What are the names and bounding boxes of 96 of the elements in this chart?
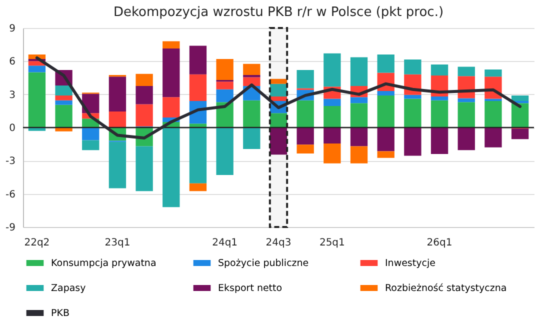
legend-label: Spożycie publiczne	[218, 258, 309, 269]
bar	[270, 113, 288, 128]
bar	[458, 128, 475, 150]
bar	[216, 128, 234, 176]
bar	[350, 146, 368, 164]
bar	[243, 100, 260, 128]
bar	[296, 100, 314, 128]
bar	[108, 111, 126, 128]
bar	[189, 46, 207, 74]
y-tick-label: 9	[9, 24, 16, 34]
bar	[511, 95, 529, 101]
bar	[243, 77, 260, 86]
bar	[136, 74, 153, 86]
bar	[511, 103, 529, 128]
legend-label: Eksport netto	[218, 283, 282, 294]
bar	[377, 54, 394, 73]
bar	[136, 146, 153, 192]
bar	[243, 74, 260, 78]
bar	[162, 128, 180, 208]
bar	[55, 104, 72, 128]
bar	[189, 128, 207, 184]
chart-title: Dekompozycja wzrostu PKB r/r w Polsce (pkt proc.)	[113, 5, 444, 20]
bar	[28, 72, 46, 128]
bar	[404, 60, 422, 74]
bar	[350, 128, 368, 146]
bar	[270, 78, 288, 84]
bar	[430, 64, 448, 76]
bar	[458, 102, 475, 128]
bar	[216, 58, 234, 80]
bar	[189, 183, 207, 192]
bar	[189, 74, 207, 101]
bar	[484, 100, 502, 128]
bar	[296, 128, 314, 145]
bar	[404, 94, 422, 99]
bar	[82, 140, 100, 150]
x-tick-label: 26q1	[426, 238, 452, 248]
bar	[377, 91, 394, 96]
legend-label: Zapasy	[51, 283, 86, 294]
bar	[324, 53, 341, 87]
bar	[324, 106, 341, 128]
bar	[350, 103, 368, 128]
bar	[350, 97, 368, 104]
bar	[162, 48, 180, 98]
bar	[430, 128, 448, 154]
bar	[136, 86, 153, 104]
bar	[484, 69, 502, 77]
bar	[162, 41, 180, 48]
bar	[270, 96, 288, 101]
bar	[108, 142, 126, 188]
line-series	[35, 56, 522, 140]
x-tick-label: 24q3	[266, 238, 292, 248]
bar	[55, 95, 72, 100]
bar	[511, 128, 529, 140]
y-tick-label: 3	[9, 90, 16, 101]
bar	[324, 144, 341, 164]
bar	[377, 151, 394, 158]
bar	[55, 100, 72, 105]
bar	[216, 89, 234, 102]
legend-label: Rozbieżność statystyczna	[385, 283, 507, 294]
y-tick-label: 6	[9, 56, 16, 68]
legend-label: Inwestycje	[385, 258, 436, 269]
bar	[243, 128, 260, 150]
bar	[350, 57, 368, 86]
bar	[162, 97, 180, 118]
bar	[108, 76, 126, 112]
y-tick-label: 0	[9, 123, 16, 134]
x-tick-label: 22q2	[24, 238, 50, 248]
y-tick-label: -6	[6, 189, 16, 200]
bar	[55, 85, 72, 96]
bar	[296, 144, 314, 154]
bar	[243, 64, 260, 75]
bar	[136, 104, 153, 126]
bar	[216, 82, 234, 90]
bar	[324, 128, 341, 144]
bar	[404, 128, 422, 156]
bar	[28, 66, 46, 72]
bar	[270, 84, 288, 97]
x-tick-label: 24q1	[212, 238, 238, 248]
bar	[377, 128, 394, 152]
bar	[458, 98, 475, 102]
legend-label: PKB	[51, 308, 70, 319]
legend-label: Konsumpcja prywatna	[51, 258, 156, 269]
y-tick-label: -9	[6, 222, 16, 234]
y-tick-label: -3	[6, 156, 16, 168]
bar	[430, 100, 448, 128]
x-tick-label: 23q1	[104, 238, 130, 248]
bar	[296, 70, 314, 88]
bar	[270, 128, 288, 155]
bar	[82, 128, 100, 140]
bar	[458, 66, 475, 76]
bar	[324, 98, 341, 106]
bar	[404, 98, 422, 128]
bar	[430, 96, 448, 100]
bar	[484, 128, 502, 148]
x-tick-label: 25q1	[319, 238, 345, 248]
bar	[377, 95, 394, 128]
